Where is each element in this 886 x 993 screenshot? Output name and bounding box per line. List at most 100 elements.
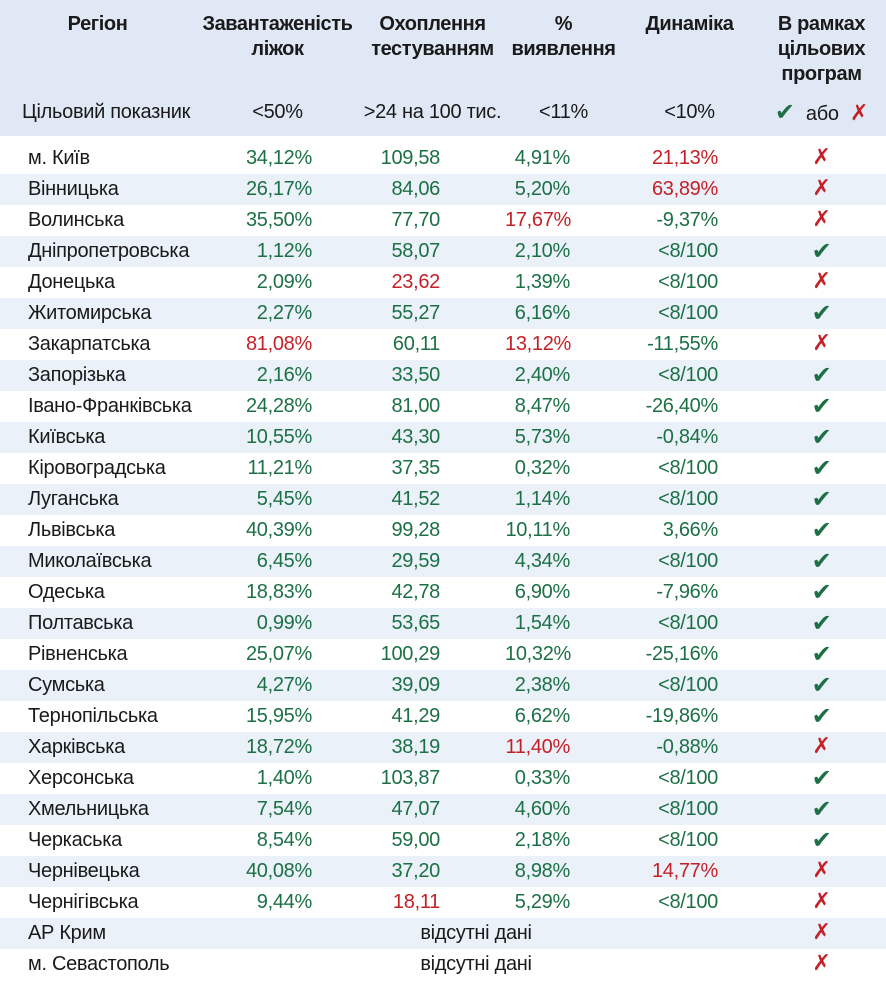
testing-coverage-value: 18,11 — [392, 891, 440, 913]
check-icon: ✔ — [811, 422, 832, 451]
table-row: Івано-Франківська 24,28% 81,00 8,47% -26,40%… — [0, 391, 886, 422]
detection-rate-value: 2,38% — [505, 670, 622, 701]
bed-occupancy-value: 24,28% — [245, 395, 312, 417]
region-name: Одеська — [28, 581, 105, 603]
detection-rate-value: 0,32% — [514, 457, 571, 479]
col-header-detection-rate: % виявлення — [505, 0, 622, 96]
bed-occupancy-value: 5,45% — [195, 484, 360, 515]
table-row: м. Севастополь відсутні дані ✗ — [0, 949, 886, 980]
detection-rate-value: 17,67% — [505, 209, 572, 231]
detection-rate-value: 5,20% — [505, 174, 622, 205]
dynamics-value: -25,16% — [645, 643, 719, 665]
dynamics-value: -7,96% — [656, 581, 718, 603]
bed-occupancy-value: 81,08% — [245, 333, 312, 355]
detection-rate-value: 11,40% — [505, 732, 622, 763]
table-row: Рівненська 25,07% 100,29 10,32% -25,16% ✔ — [0, 639, 886, 670]
table-row: Луганська 5,45% 41,52 1,14% <8/100 ✔ — [0, 484, 886, 515]
table-row: Черкаська 8,54% 59,00 2,18% <8/100 ✔ — [0, 825, 886, 856]
cross-icon: ✗ — [812, 331, 831, 356]
testing-coverage-value: 41,52 — [360, 484, 505, 515]
testing-coverage-value: 38,19 — [360, 732, 505, 763]
cross-icon: ✗ — [812, 858, 831, 883]
check-icon: ✔ — [811, 546, 832, 575]
bed-occupancy-value: 25,07% — [245, 643, 312, 665]
dynamics-value: -11,55% — [647, 333, 718, 355]
detection-rate-value: 1,14% — [505, 484, 622, 515]
testing-coverage-value: 55,27 — [360, 298, 505, 329]
program-status: ✗ — [757, 949, 886, 980]
detection-rate-value: 10,32% — [505, 643, 572, 665]
dynamics-value: <8/100 — [658, 457, 718, 479]
program-status: ✔ — [757, 763, 886, 794]
target-detection-rate: <11% — [505, 96, 622, 136]
program-status: ✔ — [757, 546, 886, 577]
check-icon: ✔ — [811, 608, 832, 637]
detection-rate-value: 2,18% — [514, 829, 571, 851]
bed-occupancy-value: 8,54% — [256, 829, 313, 851]
cross-icon: ✗ — [812, 269, 831, 294]
cross-icon: ✗ — [812, 920, 831, 945]
target-row: Цільовий показник <50% >24 на 100 тис. <… — [0, 96, 886, 136]
bed-occupancy-value: 15,95% — [245, 705, 312, 727]
check-icon: ✔ — [811, 484, 832, 513]
check-icon: ✔ — [811, 763, 832, 792]
dynamics-value: <8/100 — [658, 891, 718, 913]
program-status: ✗ — [757, 205, 886, 236]
dynamics-value: <8/100 — [622, 360, 757, 391]
dynamics-value: -0,84% — [622, 422, 757, 453]
testing-coverage-value: 37,35 — [391, 457, 440, 479]
header-row: Регіон Завантаженість ліжок Охоплення те… — [0, 0, 886, 96]
region-name: Житомирська — [0, 298, 195, 329]
testing-coverage-value: 60,11 — [392, 333, 440, 355]
dynamics-value: 14,77% — [622, 856, 757, 887]
dynamics-value: 21,13% — [651, 147, 718, 169]
detection-rate-value: 10,11% — [505, 519, 570, 541]
program-status: ✔ — [757, 236, 886, 267]
dynamics-value: <8/100 — [622, 608, 757, 639]
table-row: Херсонська 1,40% 103,87 0,33% <8/100 ✔ — [0, 763, 886, 794]
testing-coverage-value: 29,59 — [360, 546, 505, 577]
bed-occupancy-value: 18,72% — [195, 732, 360, 763]
cross-icon: ✗ — [812, 951, 831, 976]
bed-occupancy-value: 10,55% — [195, 422, 360, 453]
region-name: Сумська — [0, 670, 195, 701]
target-or-label: або — [805, 102, 839, 125]
bed-occupancy-value: 2,09% — [256, 271, 313, 293]
table-body: м. Київ 34,12% 109,58 4,91% 21,13% ✗ Вінницька… — [0, 143, 886, 980]
detection-rate-value: 1,54% — [505, 608, 622, 639]
region-name: Тернопільська — [28, 705, 158, 727]
table-row: Вінницька 26,17% 84,06 5,20% 63,89% ✗ — [0, 174, 886, 205]
target-dynamics: <10% — [622, 96, 757, 136]
bed-occupancy-value: 40,08% — [195, 856, 360, 887]
dynamics-value: -19,86% — [645, 705, 719, 727]
col-header-bed-occupancy: Завантаженість ліжок — [195, 0, 360, 96]
program-status: ✗ — [757, 267, 886, 298]
program-status: ✔ — [757, 391, 886, 422]
target-testing-coverage: >24 на 100 тис. — [360, 96, 505, 136]
check-icon: ✔ — [811, 298, 832, 327]
program-status: ✔ — [757, 360, 886, 391]
table-row: Харківська 18,72% 38,19 11,40% -0,88% ✗ — [0, 732, 886, 763]
program-status: ✔ — [757, 298, 886, 329]
bed-occupancy-value: 2,16% — [195, 360, 360, 391]
bed-occupancy-value: 18,83% — [245, 581, 312, 603]
bed-occupancy-value: 9,44% — [256, 891, 313, 913]
bed-occupancy-value: 0,99% — [195, 608, 360, 639]
detection-rate-value: 4,34% — [505, 546, 622, 577]
bed-occupancy-value: 1,12% — [195, 236, 360, 267]
region-name: Черкаська — [28, 829, 122, 851]
cross-icon: ✗ — [812, 889, 831, 914]
table-row: Тернопільська 15,95% 41,29 6,62% -19,86% ✔ — [0, 701, 886, 732]
region-name: Хмельницька — [0, 794, 195, 825]
check-icon: ✔ — [811, 391, 832, 420]
col-header-region: Регіон — [0, 0, 195, 96]
program-status: ✔ — [757, 670, 886, 701]
dynamics-value: <8/100 — [622, 298, 757, 329]
program-status: ✗ — [757, 174, 886, 205]
detection-rate-value: 5,73% — [505, 422, 622, 453]
testing-coverage-value: 59,00 — [391, 829, 440, 851]
program-status: ✗ — [757, 143, 886, 174]
check-icon: ✔ — [811, 515, 832, 544]
check-icon: ✔ — [811, 453, 832, 482]
